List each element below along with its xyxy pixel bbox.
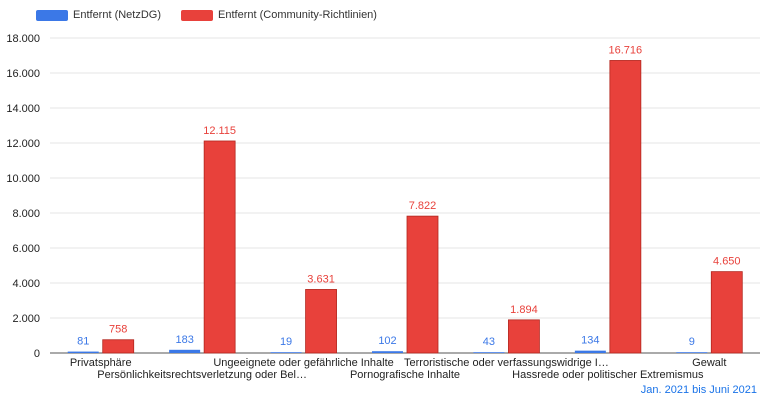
bar-community[interactable] [710, 271, 743, 354]
bar-community[interactable] [305, 289, 337, 354]
legend-label-community: Entfernt (Community-Richtlinien) [218, 9, 377, 21]
y-tick-label: 2.000 [12, 313, 40, 325]
bar-netzdg[interactable] [574, 350, 606, 353]
data-label: 3.631 [307, 273, 335, 285]
bar-community[interactable] [203, 140, 236, 354]
x-tick-label: Gewalt [692, 357, 726, 369]
legend-label-netzdg: Entfernt (NetzDG) [73, 9, 162, 21]
date-range-label[interactable]: Jan. 2021 bis Juni 2021 [640, 384, 757, 396]
bar-community[interactable] [609, 60, 642, 354]
x-tick-label: Terroristische oder verfassungswidrige I… [404, 357, 609, 369]
legend-item-community[interactable]: Entfernt (Community-Richtlinien) [181, 9, 377, 21]
data-label: 102 [378, 335, 396, 347]
bar-community[interactable] [406, 215, 439, 354]
data-label: 183 [175, 334, 193, 346]
bar-netzdg[interactable] [473, 352, 505, 353]
bar-community[interactable] [102, 339, 135, 354]
data-label: 19 [280, 336, 292, 348]
y-tick-label: 6.000 [12, 243, 40, 255]
legend-swatch-netzdg [36, 9, 68, 21]
data-label: 4.650 [713, 256, 741, 268]
legend-item-netzdg[interactable]: Entfernt (NetzDG) [36, 9, 161, 21]
data-label: 9 [689, 336, 695, 348]
data-label: 16.716 [609, 44, 643, 56]
x-tick-label: Ungeeignete oder gefährliche Inhalte [213, 357, 393, 369]
y-tick-label: 4.000 [12, 278, 40, 290]
y-tick-label: 14.000 [6, 103, 40, 115]
data-label: 81 [77, 336, 89, 348]
bar-netzdg[interactable] [169, 349, 201, 353]
x-tick-label: Pornografische Inhalte [350, 369, 460, 381]
y-tick-label: 10.000 [6, 173, 40, 185]
legend-swatch-community [181, 9, 214, 21]
bar-netzdg[interactable] [270, 352, 302, 353]
x-tick-label: Hassrede oder politischer Extremismus [512, 369, 704, 381]
data-label: 758 [109, 324, 127, 336]
bar-netzdg[interactable] [67, 351, 99, 353]
data-label: 43 [483, 336, 495, 348]
chart-legend: Entfernt (NetzDG) Entfernt (Community-Ri… [36, 9, 397, 21]
y-tick-label: 0 [34, 348, 40, 360]
data-label: 7.822 [409, 200, 437, 212]
y-tick-label: 18.000 [6, 33, 40, 45]
y-tick-label: 12.000 [6, 138, 40, 150]
data-label: 134 [581, 335, 599, 347]
bar-netzdg[interactable] [372, 351, 403, 353]
data-label: 12.115 [203, 125, 236, 137]
y-tick-label: 16.000 [6, 68, 40, 80]
x-tick-label: Persönlichkeitsrechtsverletzung oder Bel… [97, 369, 307, 381]
data-label: 1.894 [510, 304, 538, 316]
bar-community[interactable] [508, 319, 540, 354]
bar-netzdg[interactable] [676, 352, 708, 353]
x-tick-label: Privatsphäre [70, 357, 132, 369]
y-tick-label: 8.000 [12, 208, 40, 220]
